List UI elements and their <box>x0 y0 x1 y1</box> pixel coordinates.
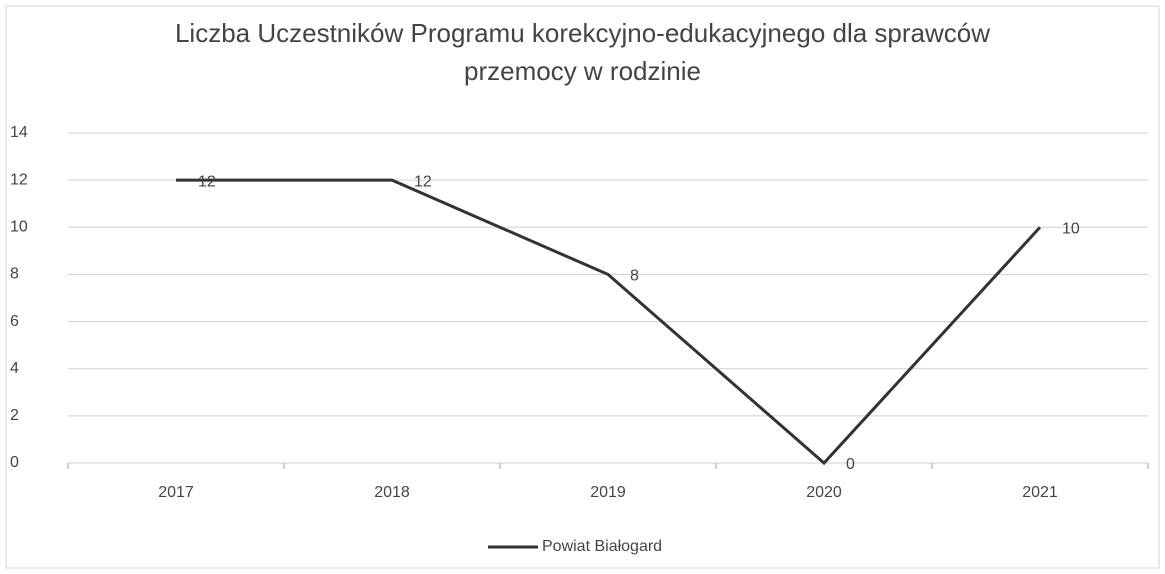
y-tick-label: 12 <box>10 171 28 188</box>
y-tick-label: 6 <box>10 313 19 330</box>
data-label: 12 <box>198 173 216 190</box>
data-label: 10 <box>1062 221 1080 238</box>
x-tick-label: 2020 <box>806 484 842 501</box>
y-tick-label: 2 <box>10 407 19 424</box>
y-tick-label: 4 <box>10 360 19 377</box>
x-tick-label: 2018 <box>374 484 410 501</box>
x-tick-label: 2019 <box>590 484 626 501</box>
x-tick-label: 2017 <box>158 484 194 501</box>
y-tick-label: 8 <box>10 266 19 283</box>
data-label: 8 <box>630 268 639 285</box>
y-tick-label: 0 <box>10 454 19 471</box>
chart-frame <box>5 5 1160 569</box>
legend-label: Powiat Białogard <box>542 538 662 555</box>
chart-title: Liczba Uczestników Programu korekcyjno-e… <box>174 18 991 86</box>
data-label: 0 <box>846 456 855 473</box>
y-tick-label: 10 <box>10 219 28 236</box>
data-label: 12 <box>414 173 432 190</box>
data-line <box>176 178 1042 466</box>
x-tick-label: 2021 <box>1022 484 1058 501</box>
y-tick-label: 14 <box>10 124 28 141</box>
